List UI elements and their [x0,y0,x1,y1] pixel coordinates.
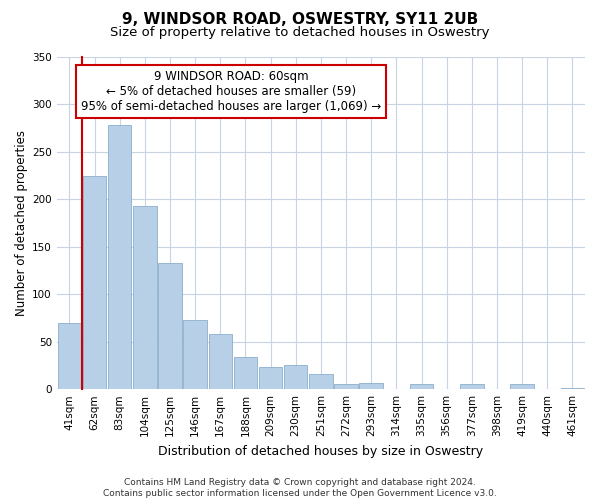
Bar [58,322,81,389]
Bar [133,206,157,389]
Bar [259,368,282,389]
Bar [511,384,534,389]
Bar [561,388,584,389]
Text: 9, WINDSOR ROAD, OSWESTRY, SY11 2UB: 9, WINDSOR ROAD, OSWESTRY, SY11 2UB [122,12,478,28]
Bar [410,384,433,389]
Bar [309,374,332,389]
Bar [158,263,182,389]
Bar [209,334,232,389]
Bar [359,384,383,389]
Bar [460,384,484,389]
Bar [334,384,358,389]
Text: 9 WINDSOR ROAD: 60sqm
← 5% of detached houses are smaller (59)
95% of semi-detac: 9 WINDSOR ROAD: 60sqm ← 5% of detached h… [81,70,381,113]
Bar [184,320,207,389]
Text: Contains HM Land Registry data © Crown copyright and database right 2024.
Contai: Contains HM Land Registry data © Crown c… [103,478,497,498]
Bar [234,357,257,389]
Bar [108,125,131,389]
Y-axis label: Number of detached properties: Number of detached properties [15,130,28,316]
X-axis label: Distribution of detached houses by size in Oswestry: Distribution of detached houses by size … [158,444,484,458]
Bar [83,176,106,389]
Bar [284,366,307,389]
Text: Size of property relative to detached houses in Oswestry: Size of property relative to detached ho… [110,26,490,39]
